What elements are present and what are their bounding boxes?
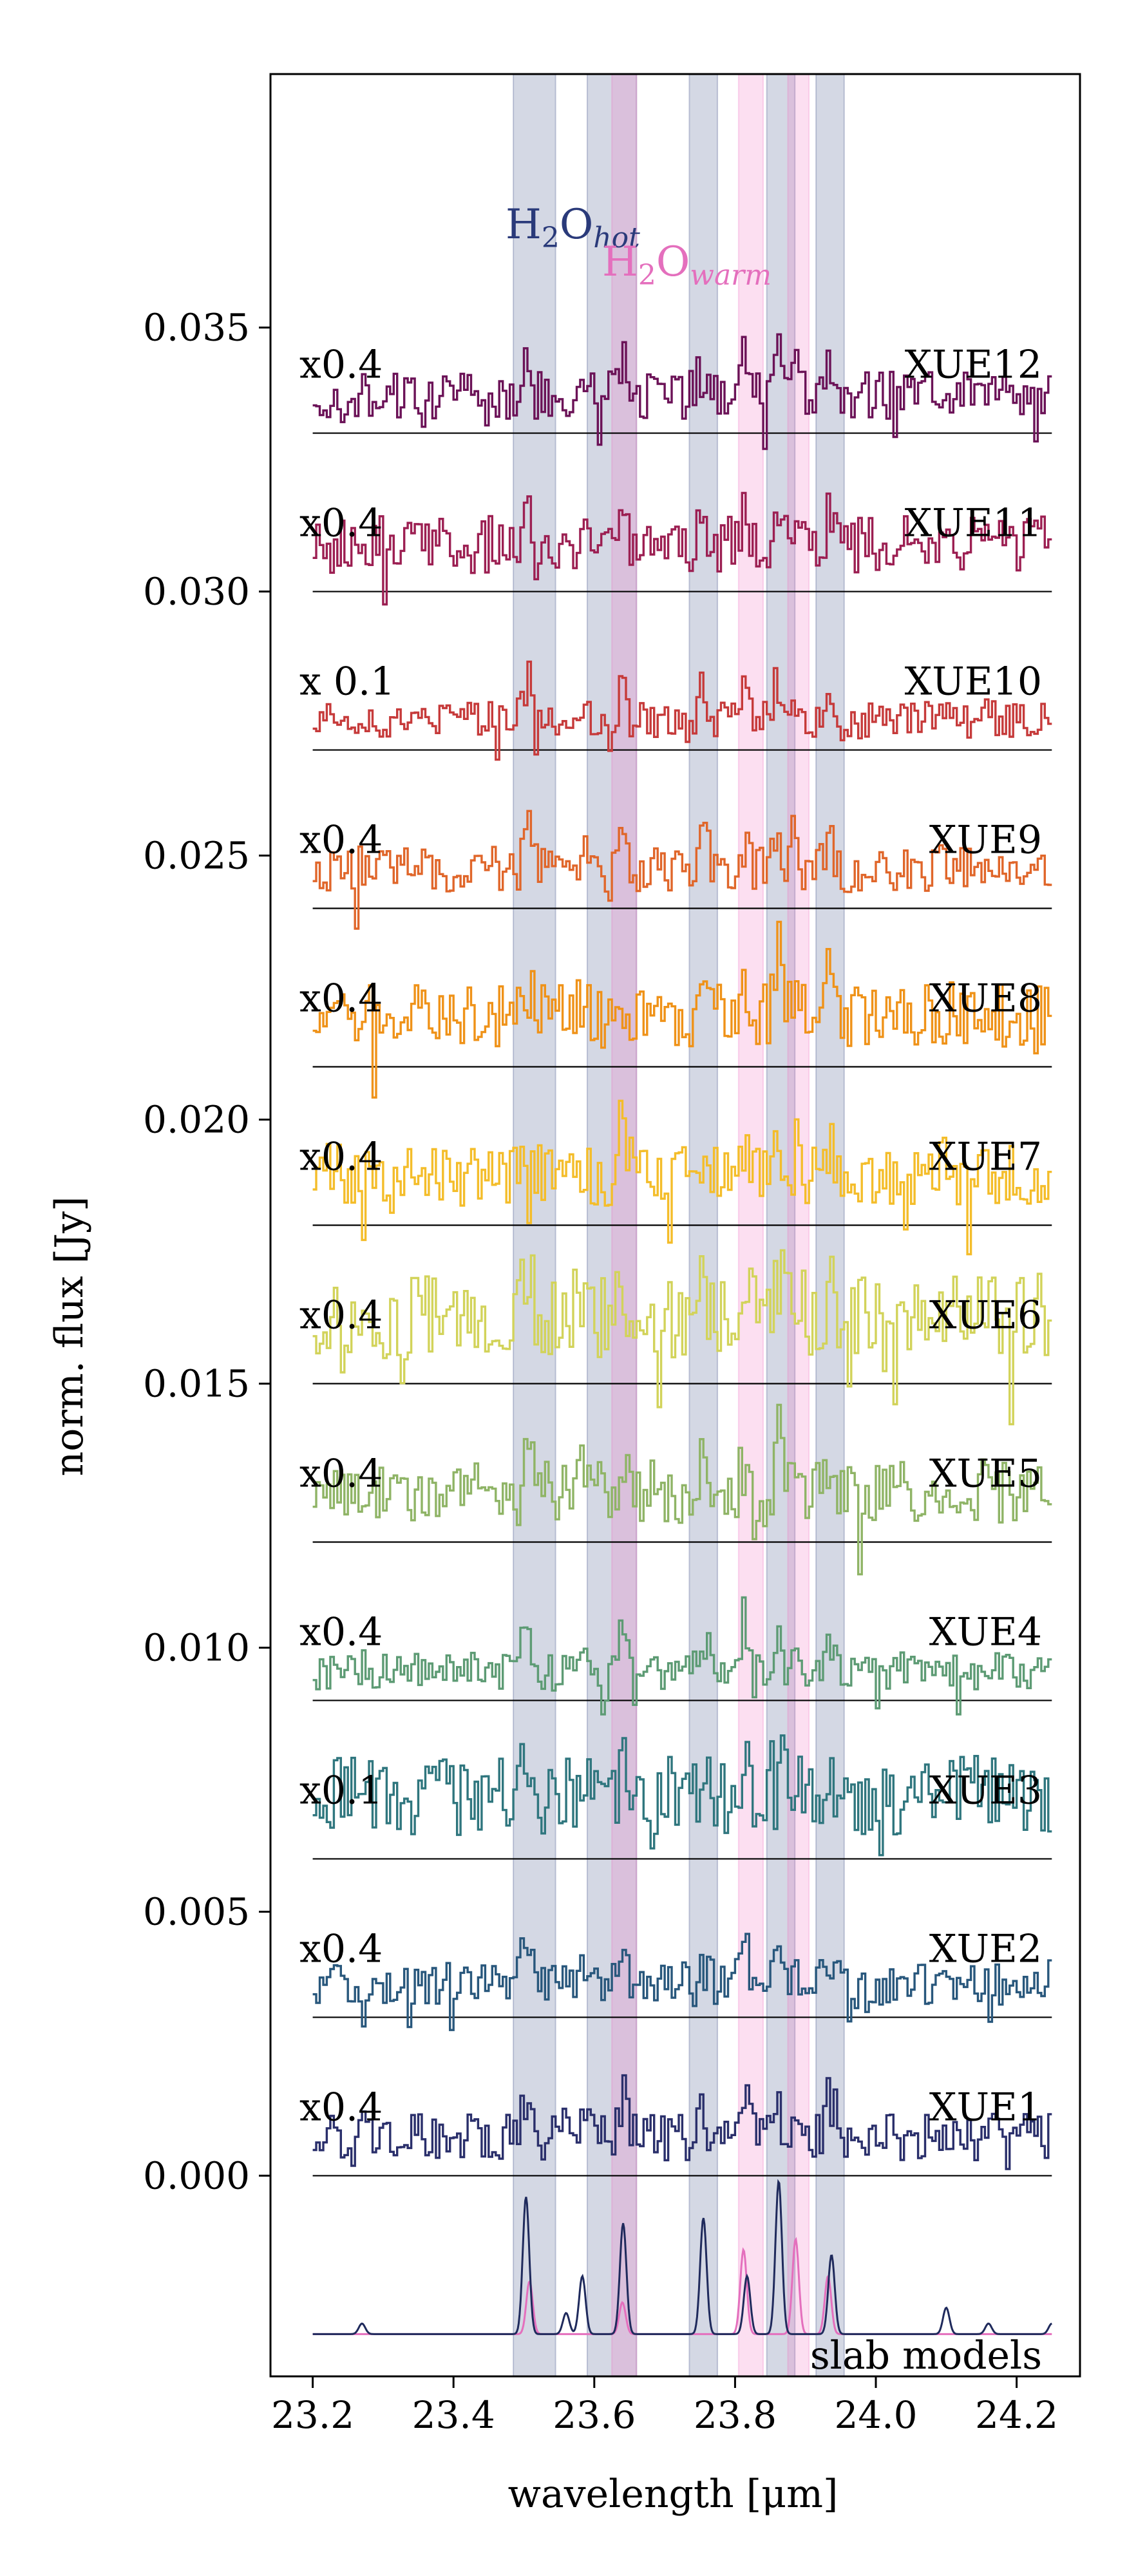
scale-label-xue9: x0.4 bbox=[299, 817, 383, 862]
scale-label-xue7: x0.4 bbox=[299, 1134, 383, 1179]
series-label-xue12: XUE12 bbox=[905, 342, 1042, 387]
y-tick-label: 0.000 bbox=[143, 2154, 250, 2197]
spectrum-xue12 bbox=[312, 333, 1052, 450]
y-axis: 0.000 0.005 0.010 0.015 0.020 0.025 0.030 0.035 bbox=[143, 306, 270, 2197]
spectrum-xue9 bbox=[312, 810, 1052, 930]
scale-label-xue10: x 0.1 bbox=[299, 659, 395, 704]
spectrum-xue2 bbox=[312, 1933, 1052, 2031]
scale-label-xue12: x0.4 bbox=[299, 342, 383, 387]
x-tick-label: 23.6 bbox=[553, 2393, 636, 2437]
x-tick-label: 23.8 bbox=[694, 2393, 777, 2437]
plot-frame bbox=[269, 73, 1081, 2378]
series-label-xue5: XUE5 bbox=[929, 1451, 1042, 1496]
scale-label-xue6: x0.4 bbox=[299, 1293, 383, 1338]
y-tick-label: 0.015 bbox=[143, 1361, 250, 1405]
spectrum-labels: x0.4 XUE1 x0.4 XUE2 x0.1 XUE3 x0.4 XUE4 x0.4 XUE5… bbox=[299, 342, 1042, 2130]
series-label-xue6: XUE6 bbox=[929, 1293, 1042, 1338]
x-tick-label: 24.0 bbox=[834, 2393, 917, 2437]
y-tick-label: 0.005 bbox=[143, 1889, 250, 1933]
slab-models-label: slab models bbox=[810, 2333, 1042, 2378]
series-label-xue10: XUE10 bbox=[905, 659, 1042, 704]
spectrum-xue10 bbox=[312, 660, 1052, 761]
spectrum-xue11 bbox=[312, 491, 1052, 606]
spectrum-xue3 bbox=[312, 1734, 1052, 1857]
x-tick-label: 23.4 bbox=[412, 2393, 495, 2437]
series-label-xue4: XUE4 bbox=[929, 1609, 1042, 1654]
series-label-xue9: XUE9 bbox=[929, 817, 1042, 862]
spectrum-xue6 bbox=[312, 1249, 1052, 1426]
slab-model-hot bbox=[312, 2179, 1052, 2335]
y-tick-label: 0.020 bbox=[143, 1098, 250, 1142]
scale-label-xue8: x0.4 bbox=[299, 976, 383, 1021]
x-axis-label: wavelength [μm] bbox=[508, 2472, 838, 2517]
spectrum-xue7 bbox=[312, 1099, 1052, 1256]
h2o-warm-label: H2Owarm bbox=[602, 238, 772, 292]
series-label-xue11: XUE11 bbox=[905, 500, 1042, 545]
spectrum-xue5 bbox=[312, 1403, 1052, 1576]
scale-label-xue1: x0.4 bbox=[299, 2085, 383, 2130]
series-label-xue3: XUE3 bbox=[929, 1768, 1042, 1813]
y-tick-label: 0.010 bbox=[143, 1625, 250, 1669]
scale-label-xue5: x0.4 bbox=[299, 1451, 383, 1496]
x-tick-label: 24.2 bbox=[975, 2393, 1058, 2437]
x-axis: 23.2 23.4 23.6 23.8 24.0 24.2 bbox=[271, 2376, 1058, 2437]
scale-label-xue3: x0.1 bbox=[299, 1768, 383, 1813]
y-axis-label: norm. flux [Jy] bbox=[47, 1197, 92, 1477]
spectrum-xue4 bbox=[312, 1596, 1052, 1716]
x-tick-label: 23.2 bbox=[271, 2393, 354, 2437]
baselines bbox=[312, 432, 1052, 2177]
y-tick-label: 0.035 bbox=[143, 306, 250, 350]
series-label-xue8: XUE8 bbox=[929, 976, 1042, 1021]
spectrum-xue8 bbox=[312, 920, 1052, 1099]
y-tick-label: 0.030 bbox=[143, 570, 250, 614]
series-label-xue2: XUE2 bbox=[929, 1926, 1042, 1971]
spectra bbox=[312, 333, 1052, 2170]
y-tick-label: 0.025 bbox=[143, 834, 250, 878]
slab-models bbox=[312, 2179, 1052, 2335]
series-label-xue7: XUE7 bbox=[929, 1134, 1042, 1179]
series-label-xue1: XUE1 bbox=[929, 2085, 1042, 2130]
spectrum-xue1 bbox=[312, 2074, 1052, 2170]
scale-label-xue2: x0.4 bbox=[299, 1926, 383, 1971]
scale-label-xue4: x0.4 bbox=[299, 1609, 383, 1654]
scale-label-xue11: x0.4 bbox=[299, 500, 383, 545]
h2o-hot-label: H2Ohot bbox=[506, 201, 640, 254]
